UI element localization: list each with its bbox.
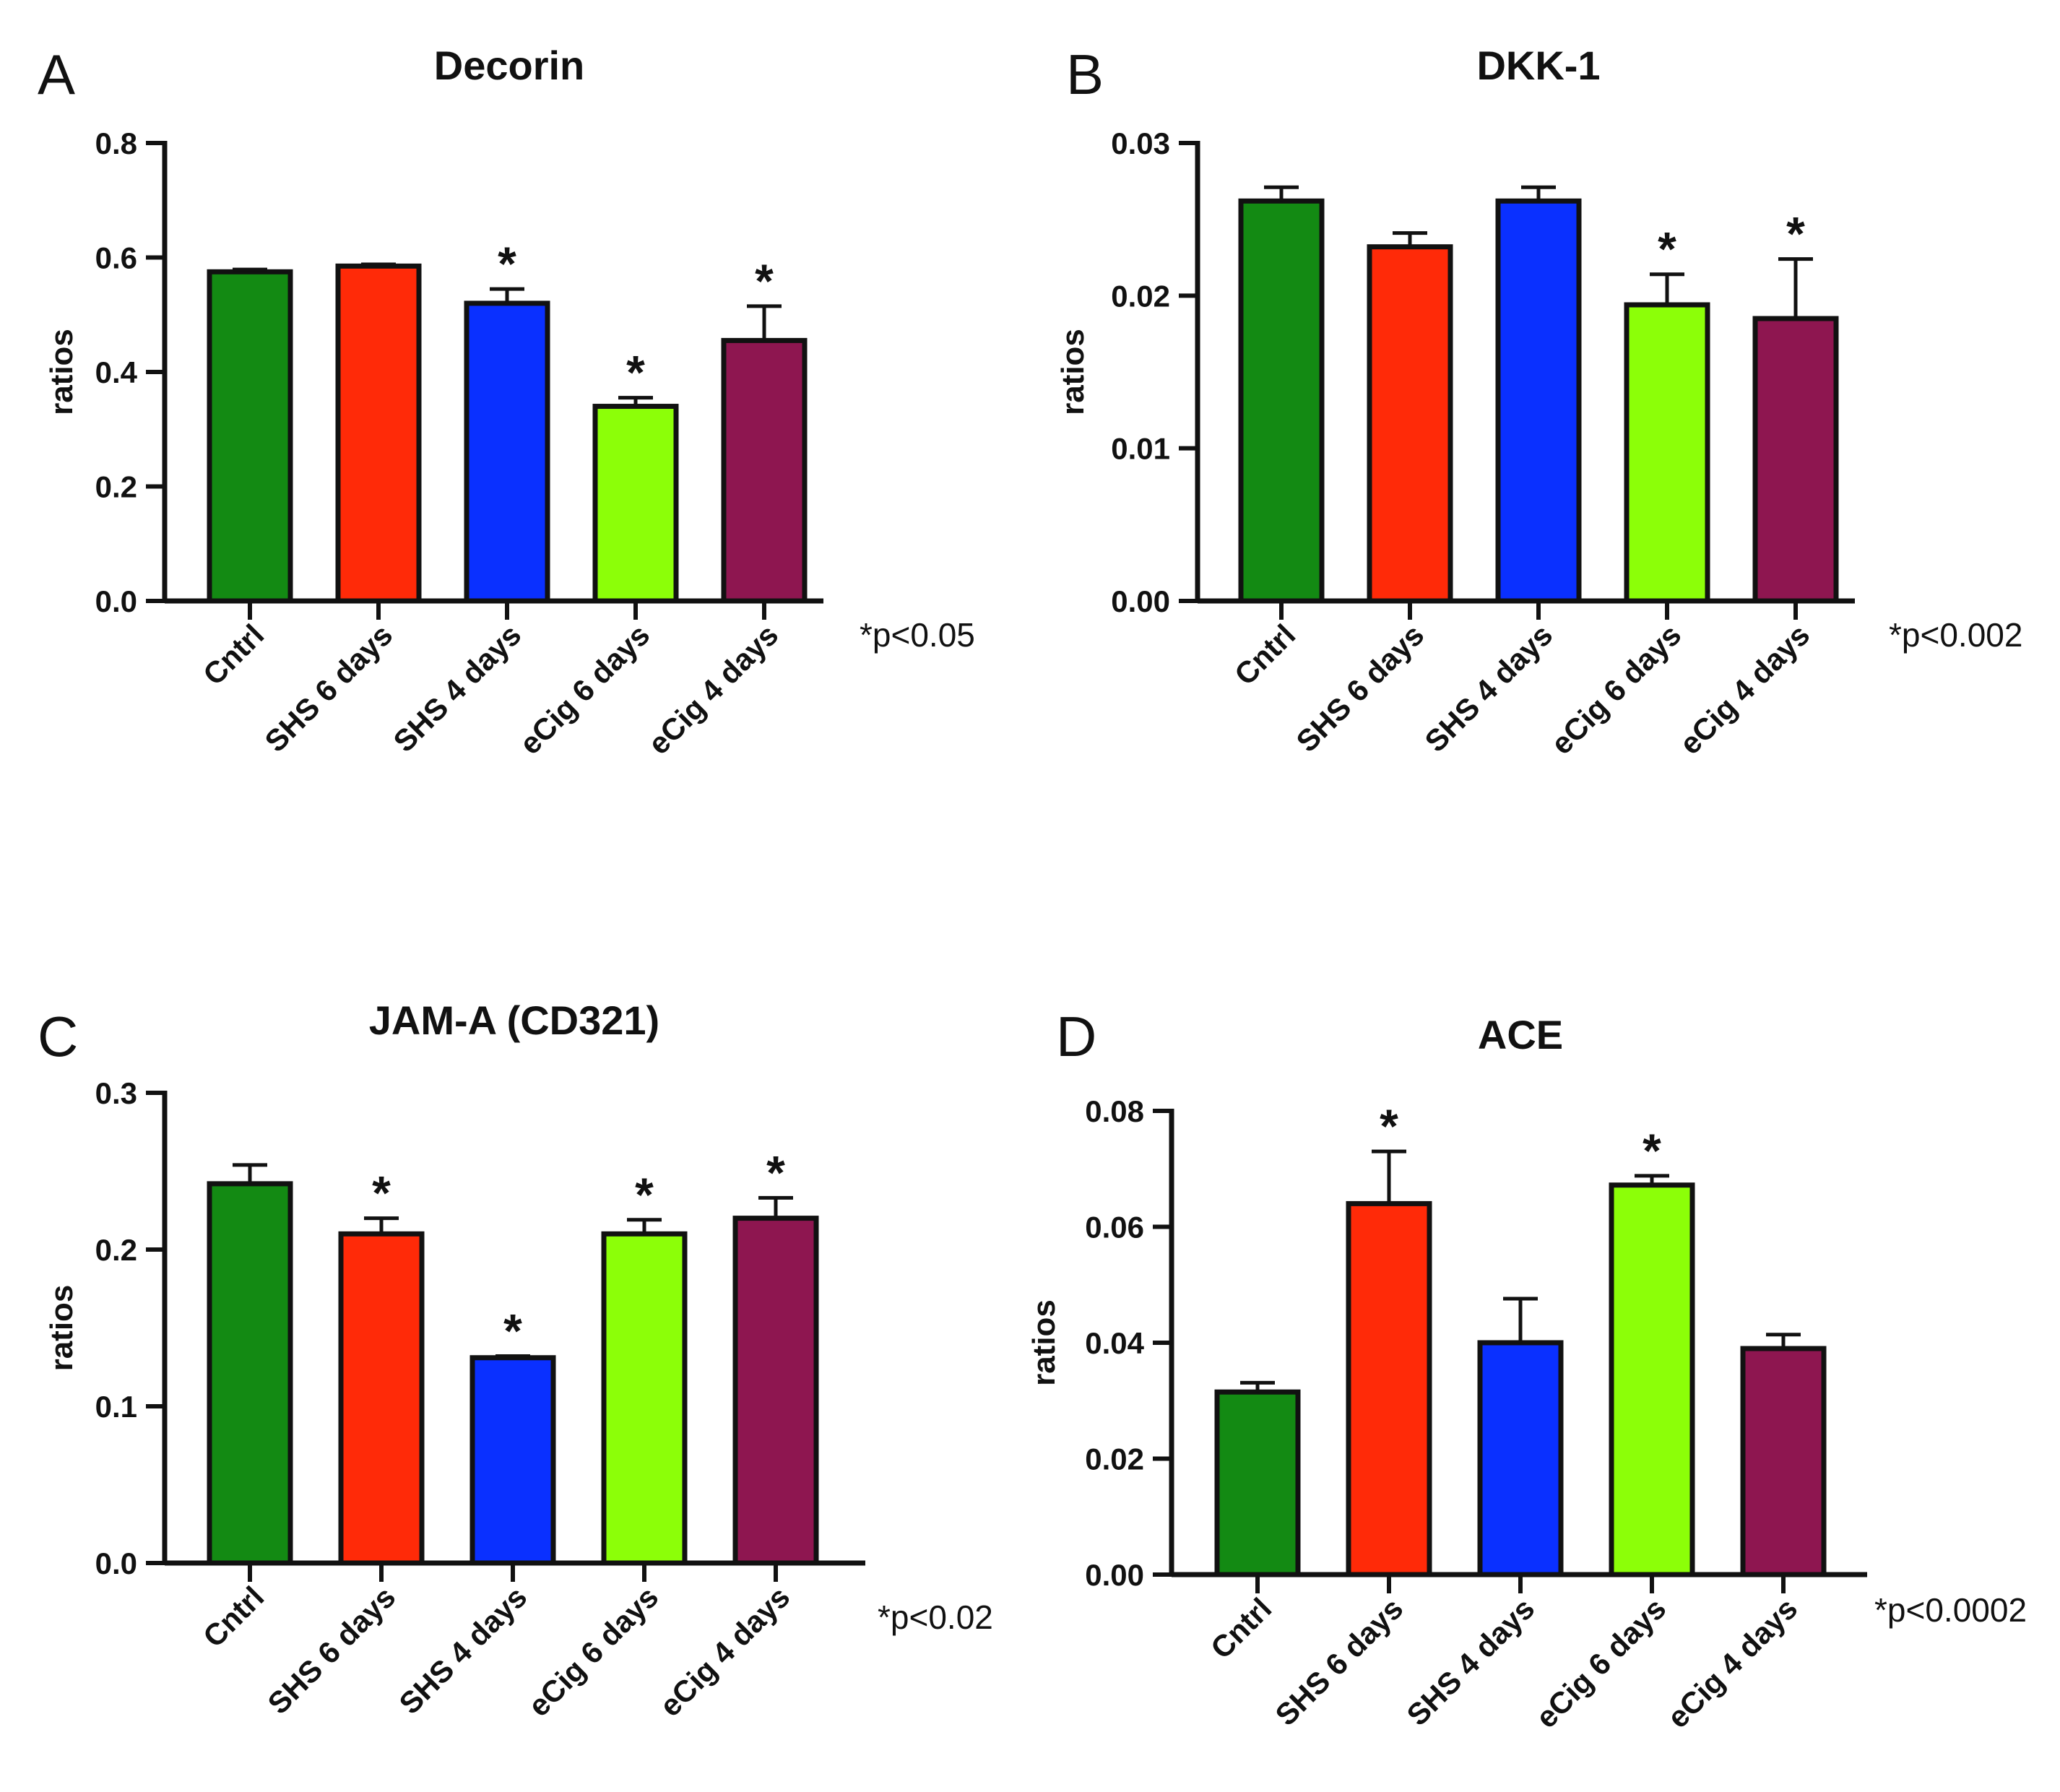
bar: [1740, 1346, 1827, 1577]
significance-marker: *: [1786, 207, 1805, 261]
category-label: SHS 4 days: [1418, 618, 1559, 758]
category-label: Cntrl: [1204, 1591, 1278, 1666]
significance-marker: *: [498, 237, 516, 290]
bar: [1752, 316, 1839, 604]
bar: [1624, 302, 1710, 604]
chart-title: JAM-A (CD321): [369, 997, 659, 1043]
category-label: SHS 4 days: [1400, 1591, 1541, 1732]
significance-marker: *: [1380, 1099, 1398, 1153]
category-label: SHS 4 days: [392, 1580, 533, 1720]
y-axis-title: ratios: [44, 1285, 79, 1372]
p-value-note: *p<0.0002: [1874, 1591, 2027, 1629]
y-tick-label: 0.3: [95, 1076, 137, 1110]
category-label: eCig 4 days: [653, 1580, 796, 1723]
y-tick-label: 0.02: [1111, 279, 1170, 313]
bar: [1495, 198, 1582, 604]
bar: [469, 1355, 556, 1566]
significance-marker: *: [1643, 1124, 1661, 1177]
bar: [1609, 1182, 1695, 1577]
y-tick-label: 0.08: [1085, 1094, 1144, 1128]
y-tick-label: 0.0: [95, 584, 137, 618]
y-tick-label: 0.4: [95, 355, 138, 389]
category-label: eCig 6 days: [1544, 618, 1687, 761]
category-label: eCig 6 days: [1529, 1591, 1672, 1734]
category-label: SHS 6 days: [1289, 618, 1430, 758]
y-tick-label: 0.06: [1085, 1211, 1144, 1245]
y-tick-label: 0.1: [95, 1390, 137, 1424]
y-tick-label: 0.02: [1085, 1442, 1144, 1476]
p-value-note: *p<0.02: [878, 1598, 993, 1636]
bar: [338, 1231, 425, 1566]
category-label: eCig 6 days: [522, 1580, 665, 1723]
category-label: Cntrl: [196, 1580, 271, 1654]
bar: [1346, 1200, 1432, 1577]
significance-marker: *: [503, 1304, 522, 1358]
bar: [601, 1231, 688, 1566]
significance-marker: *: [1658, 222, 1676, 276]
category-label: eCig 4 days: [1661, 1591, 1804, 1734]
panel-letter: B: [1066, 43, 1104, 106]
category-label: Cntrl: [1228, 618, 1302, 692]
y-axis-title: ratios: [44, 329, 79, 415]
y-tick-label: 0.2: [95, 470, 137, 504]
p-value-note: *p<0.002: [1889, 616, 2022, 654]
y-tick-label: 0.00: [1111, 584, 1170, 618]
bar: [1238, 198, 1325, 604]
y-tick-label: 0.03: [1111, 126, 1170, 160]
p-value-note: *p<0.05: [860, 616, 975, 654]
category-label: eCig 4 days: [641, 618, 784, 761]
significance-marker: *: [755, 254, 774, 308]
y-tick-label: 0.04: [1085, 1326, 1144, 1360]
y-tick-label: 0.01: [1111, 432, 1170, 466]
category-label: SHS 4 days: [386, 618, 527, 758]
category-label: eCig 6 days: [513, 618, 656, 761]
chart-panel-c: C JAM-A (CD321) ratios Cntrl * SHS 6 days * SHS…: [38, 997, 993, 1723]
bar: [732, 1216, 819, 1566]
panel-letter: D: [1056, 1005, 1096, 1068]
category-label: SHS 6 days: [1268, 1591, 1409, 1732]
category-label: eCig 4 days: [1673, 618, 1816, 761]
bar: [335, 263, 422, 604]
bar: [592, 404, 679, 604]
y-tick-label: 0.6: [95, 241, 137, 275]
y-axis-title: ratios: [1026, 1299, 1062, 1386]
panel-letter: C: [38, 1005, 78, 1068]
category-label: SHS 6 days: [261, 1580, 402, 1720]
significance-marker: *: [372, 1166, 391, 1220]
significance-marker: *: [626, 346, 645, 399]
bar: [464, 300, 550, 604]
chart-title: ACE: [1478, 1012, 1563, 1057]
significance-marker: *: [766, 1146, 785, 1199]
bar: [1214, 1389, 1301, 1577]
bar: [1367, 244, 1453, 604]
bar: [207, 1181, 293, 1566]
chart-title: Decorin: [434, 43, 585, 88]
y-tick-label: 0.0: [95, 1546, 137, 1580]
y-tick-label: 0.8: [95, 126, 137, 160]
chart-title: DKK-1: [1476, 43, 1600, 88]
y-axis-title: ratios: [1055, 329, 1091, 415]
bar: [721, 337, 808, 604]
y-tick-label: 0.2: [95, 1233, 137, 1267]
bar: [1477, 1340, 1564, 1577]
significance-marker: *: [635, 1168, 654, 1221]
panel-letter: A: [38, 43, 75, 106]
bar: [207, 269, 293, 604]
category-label: SHS 6 days: [258, 618, 399, 758]
y-tick-label: 0.00: [1085, 1558, 1144, 1592]
category-label: Cntrl: [196, 618, 271, 692]
